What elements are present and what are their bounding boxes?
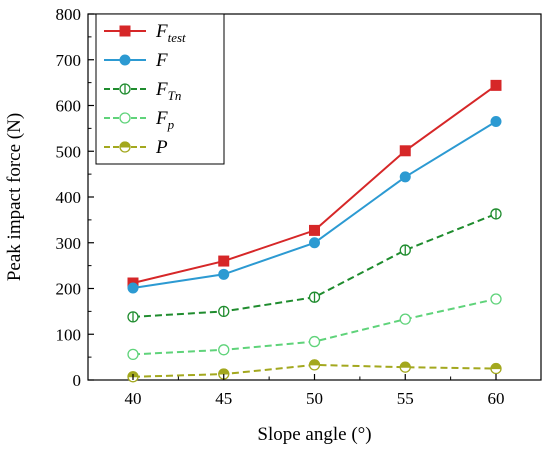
y-axis: 0 100 200 300 400 500 600 700 800 bbox=[56, 5, 94, 390]
data-point bbox=[218, 268, 230, 280]
x-axis: 40 45 50 55 60 bbox=[125, 374, 505, 408]
legend-entry: P bbox=[104, 137, 168, 158]
data-point bbox=[490, 293, 502, 305]
data-point bbox=[309, 224, 320, 236]
y-tick-label: 200 bbox=[56, 280, 82, 299]
y-tick-label: 100 bbox=[56, 325, 82, 344]
y-tick-label: 800 bbox=[56, 5, 82, 24]
data-point bbox=[119, 112, 131, 124]
legend-label: Ftest bbox=[155, 21, 186, 45]
series-f-tn bbox=[127, 208, 502, 323]
x-tick-label: 55 bbox=[397, 389, 414, 408]
data-point bbox=[119, 25, 131, 37]
y-tick-label: 700 bbox=[56, 51, 82, 70]
data-point bbox=[309, 237, 320, 249]
x-tick-label: 40 bbox=[125, 389, 142, 408]
data-point bbox=[490, 208, 502, 220]
legend-entry: Ftest bbox=[104, 21, 186, 45]
data-point bbox=[127, 311, 139, 323]
legend-label: P bbox=[155, 137, 168, 158]
data-point bbox=[119, 141, 131, 153]
y-tick-label: 400 bbox=[56, 188, 82, 207]
y-axis-title: Peak impact force (N) bbox=[4, 113, 25, 281]
y-tick-label: 0 bbox=[73, 371, 82, 390]
series-f bbox=[127, 116, 502, 294]
data-point bbox=[218, 305, 230, 318]
series-f-p bbox=[127, 293, 502, 361]
legend-label: Fp bbox=[155, 108, 175, 132]
data-point bbox=[218, 344, 230, 356]
x-axis-title: Slope angle (°) bbox=[257, 424, 371, 445]
legend-label: FTn bbox=[155, 79, 181, 103]
legend: Ftest F FTn Fp P bbox=[95, 13, 225, 165]
data-point bbox=[399, 171, 411, 183]
legend-entry: Fp bbox=[104, 108, 175, 132]
data-point bbox=[119, 54, 131, 66]
legend-entry: FTn bbox=[104, 79, 181, 103]
data-point bbox=[399, 145, 411, 157]
data-point bbox=[490, 79, 502, 91]
legend-label: F bbox=[155, 50, 168, 71]
data-point bbox=[490, 116, 502, 128]
legend-entry: F bbox=[104, 50, 168, 71]
data-point bbox=[308, 359, 321, 371]
y-tick-label: 300 bbox=[56, 234, 82, 253]
series-layer bbox=[127, 79, 502, 383]
x-tick-label: 60 bbox=[488, 389, 505, 408]
x-tick-label: 50 bbox=[306, 389, 323, 408]
data-point bbox=[127, 282, 139, 294]
data-point bbox=[399, 244, 411, 256]
data-point bbox=[218, 255, 230, 267]
data-point bbox=[308, 291, 321, 303]
data-point bbox=[399, 313, 411, 325]
data-point bbox=[119, 83, 131, 95]
series-p bbox=[127, 359, 502, 383]
data-point bbox=[308, 335, 321, 348]
data-point bbox=[127, 348, 139, 361]
data-point bbox=[399, 361, 411, 373]
data-point bbox=[490, 362, 502, 375]
x-tick-label: 45 bbox=[215, 389, 232, 408]
y-tick-label: 600 bbox=[56, 97, 82, 116]
y-tick-label: 500 bbox=[56, 142, 82, 161]
